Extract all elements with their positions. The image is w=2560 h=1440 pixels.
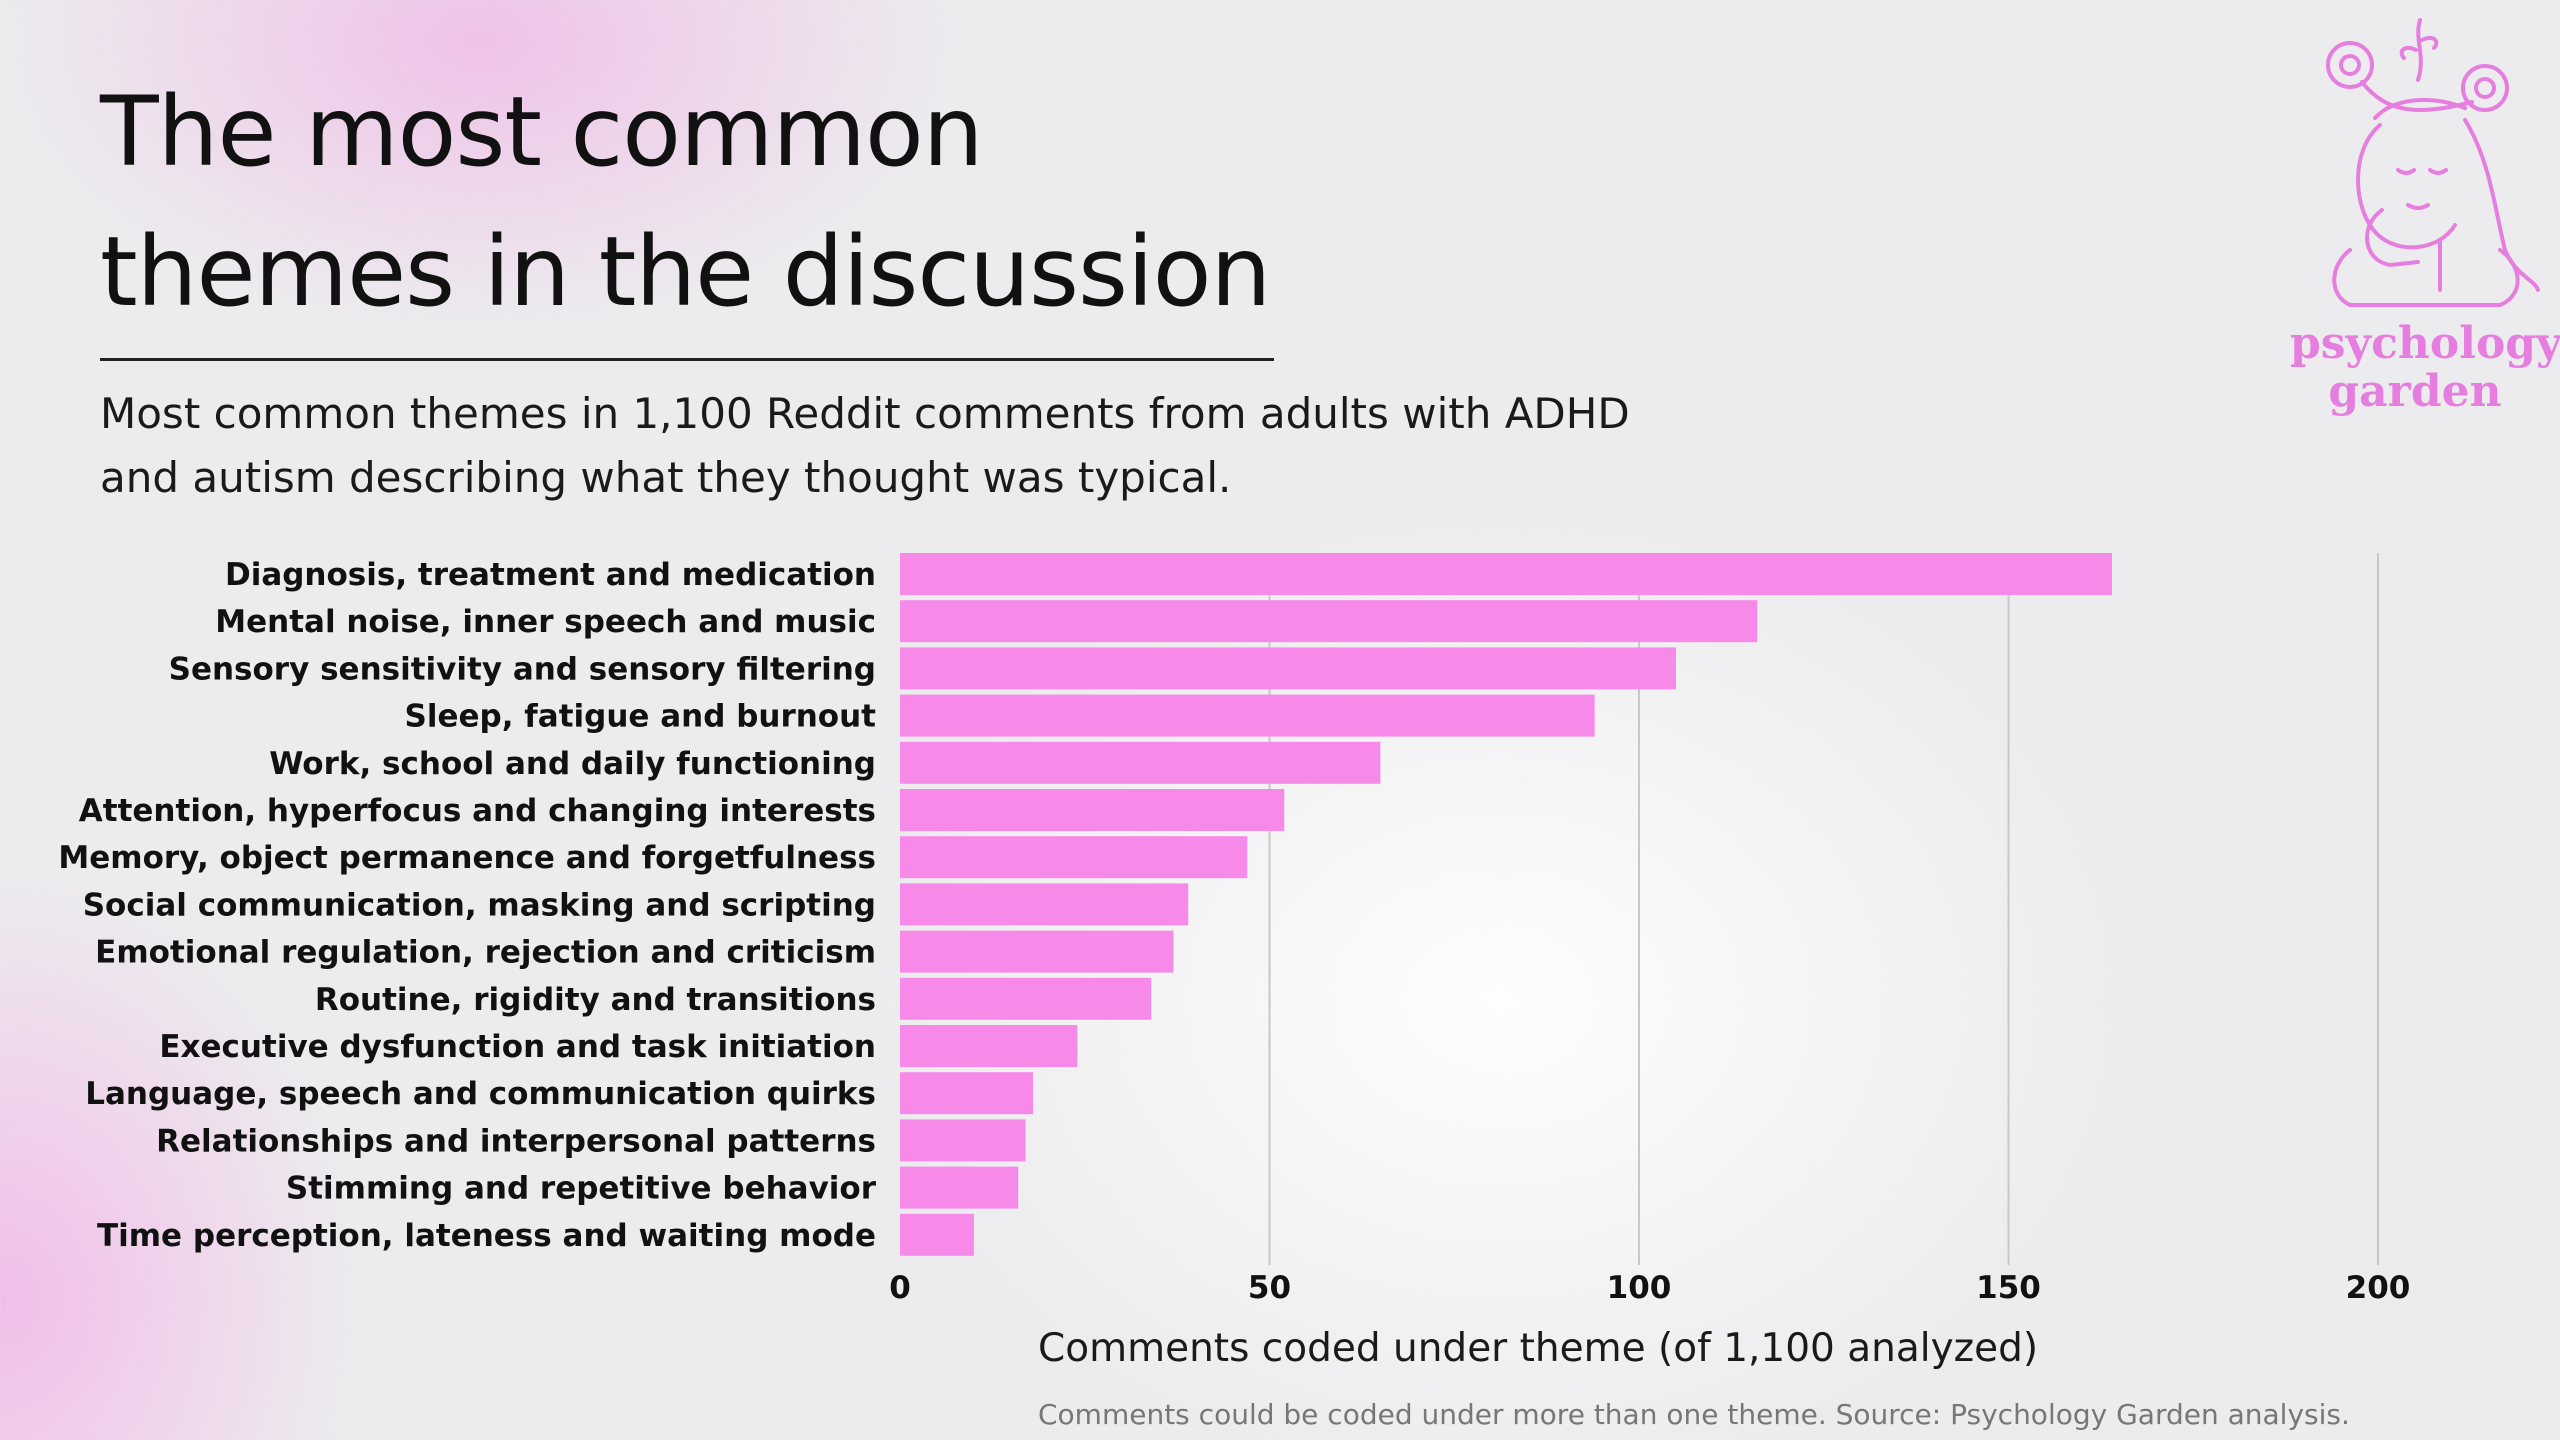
bar (900, 1072, 1034, 1115)
category-label: Work, school and daily functioning (269, 746, 876, 782)
category-label: Executive dysfunction and task initiatio… (159, 1029, 876, 1065)
x-axis-title: Comments coded under theme (of 1,100 ana… (1038, 1326, 2039, 1371)
category-label: Language, speech and communication quirk… (85, 1076, 876, 1112)
bar (900, 977, 1152, 1020)
subtitle-line-2: and autism describing what they thought … (100, 453, 1232, 502)
logo-line-2: garden (2328, 366, 2502, 417)
x-tick-label: 0 (889, 1270, 911, 1306)
category-label: Sleep, fatigue and burnout (405, 699, 877, 735)
category-label: Stimming and repetitive behavior (286, 1171, 877, 1207)
title-line-1: The most common (100, 76, 984, 188)
bar (900, 1213, 974, 1256)
bar (900, 1166, 1019, 1209)
woman-with-flowers-icon (2326, 18, 2540, 307)
x-tick-label: 200 (2346, 1270, 2411, 1306)
bar (900, 789, 1285, 831)
bar (900, 1119, 1026, 1162)
bar (900, 553, 2112, 595)
bar (900, 1025, 1078, 1067)
category-label: Memory, object permanence and forgetfuln… (58, 840, 876, 876)
logo-line-1: psychology (2290, 318, 2560, 369)
source-footnote: Comments could be coded under more than … (1038, 1398, 2350, 1431)
psychology-garden-logo: psychology garden (2290, 10, 2560, 430)
page-title: The most common themes in the discussion (100, 62, 1271, 342)
title-divider (100, 358, 1274, 361)
x-tick-label: 100 (1607, 1270, 1672, 1306)
bar (900, 694, 1595, 737)
bar (900, 647, 1676, 690)
category-label: Emotional regulation, rejection and crit… (95, 935, 876, 971)
bar (900, 930, 1174, 973)
category-label: Time perception, lateness and waiting mo… (97, 1218, 876, 1254)
x-tick-label: 50 (1248, 1270, 1291, 1306)
title-line-2: themes in the discussion (100, 216, 1271, 328)
category-label: Attention, hyperfocus and changing inter… (79, 793, 876, 829)
category-label: Relationships and interpersonal patterns (156, 1123, 876, 1159)
x-tick-label: 150 (1976, 1270, 2041, 1306)
bar (900, 600, 1758, 643)
bar (900, 836, 1248, 879)
subtitle-line-1: Most common themes in 1,100 Reddit comme… (100, 389, 1630, 438)
bar (900, 741, 1381, 784)
bar (900, 883, 1189, 926)
category-label: Mental noise, inner speech and music (215, 604, 876, 640)
logo-wordmark: psychology garden (2290, 318, 2560, 417)
category-label: Social communication, masking and script… (83, 887, 876, 923)
chart-subtitle: Most common themes in 1,100 Reddit comme… (100, 382, 1800, 510)
category-label: Diagnosis, treatment and medication (225, 557, 876, 593)
category-label: Routine, rigidity and transitions (315, 982, 876, 1018)
category-label: Sensory sensitivity and sensory filterin… (169, 651, 876, 687)
